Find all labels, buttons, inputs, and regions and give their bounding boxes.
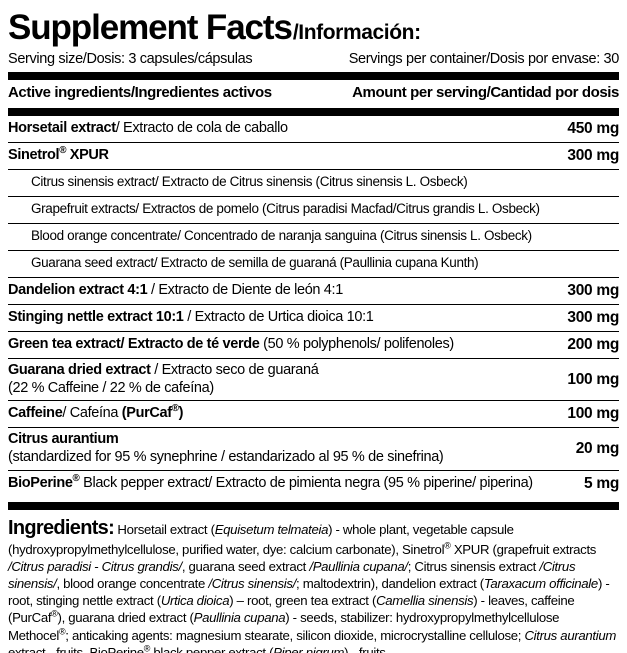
ingredient-name: BioPerine® Black pepper extract/ Extract… [8,472,533,491]
ingredient-row: Horsetail extract/ Extracto de cola de c… [8,116,619,143]
ingredient-name: Citrus sinensis extract/ Extracto de Cit… [31,174,468,189]
ingredient-name: Dandelion extract 4:1 / Extracto de Dien… [8,282,343,298]
ingredient-name: Stinging nettle extract 10:1 / Extracto … [8,309,374,325]
ingredient-row: BioPerine® Black pepper extract/ Extract… [8,471,619,497]
ingredient-amount: 300 mg [567,282,619,299]
ingredient-amount: 300 mg [567,309,619,326]
serving-size-text: Serving size/Dosis: 3 capsules/cápsulas [8,51,253,67]
ingredient-name: Citrus aurantium (standardized for 95 % s… [8,431,444,466]
ingredient-amount: 300 mg [567,147,619,164]
ingredient-row: Guarana dried extract / Extracto seco de… [8,359,619,402]
page-title: Supplement Facts [8,8,293,47]
ingredient-name: Horsetail extract/ Extracto de cola de c… [8,120,288,136]
ingredient-sub-row: Blood orange concentrate/ Concentrado de… [8,224,619,251]
column-header-row: Active ingredients/Ingredientes activos … [8,80,619,105]
ingredient-table: Horsetail extract/ Extracto de cola de c… [8,116,619,497]
servings-per-container-text: Servings per container/Dosis por envase:… [348,51,620,67]
ingredient-name: Guarana dried extract / Extracto seco de… [8,362,319,396]
ingredient-sub-row: Guarana seed extract/ Extracto de semill… [8,251,619,278]
ingredient-amount: 20 mg [575,440,620,458]
ingredient-amount: 450 mg [567,120,619,137]
label-title-block: Supplement Facts /Información: [8,0,619,45]
ingredient-amount: 5 mg [584,474,619,492]
divider-thick-header [8,108,619,116]
ingredients-paragraph: Ingredients: Horsetail extract (Equisetu… [8,510,619,653]
ingredient-row: Sinetrol® XPUR 300 mg [8,143,619,170]
serving-info-row: Serving size/Dosis: 3 capsules/cápsulas … [8,51,619,67]
ingredient-name: Guarana seed extract/ Extracto de semill… [31,255,479,270]
ingredient-amount: 100 mg [567,370,619,388]
ingredient-name: Sinetrol® XPUR [8,145,109,163]
ingredient-row: Dandelion extract 4:1 / Extracto de Dien… [8,278,619,305]
divider-thick-bottom [8,501,619,510]
ingredients-heading: Ingredients: [8,516,115,539]
ingredient-row: Stinging nettle extract 10:1 / Extracto … [8,305,619,332]
ingredient-row: Caffeine/ Cafeína (PurCaf®) 100 mg [8,401,619,429]
page-title-spanish: /Información: [292,21,421,44]
ingredient-name: Grapefruit extracts/ Extractos de pomelo… [31,201,540,216]
ingredient-name: Green tea extract/ Extracto de té verde … [8,336,454,352]
divider-thick-top [8,72,619,80]
ingredient-amount: 100 mg [567,405,619,423]
ingredient-sub-row: Grapefruit extracts/ Extractos de pomelo… [8,197,619,224]
ingredient-name: Caffeine/ Cafeína (PurCaf®) [8,403,184,422]
ingredient-amount: 200 mg [567,336,619,353]
ingredients-body-text: Horsetail extract (Equisetum telmateia) … [8,521,617,653]
column-header-ingredients: Active ingredients/Ingredientes activos [8,84,272,101]
ingredient-row: Green tea extract/ Extracto de té verde … [8,332,619,359]
ingredient-row: Citrus aurantium (standardized for 95 % s… [8,428,620,471]
column-header-amount: Amount per serving/Cantidad por dosis [352,84,619,101]
ingredient-sub-row: Citrus sinensis extract/ Extracto de Cit… [8,170,619,197]
ingredient-name: Blood orange concentrate/ Concentrado de… [31,228,532,243]
